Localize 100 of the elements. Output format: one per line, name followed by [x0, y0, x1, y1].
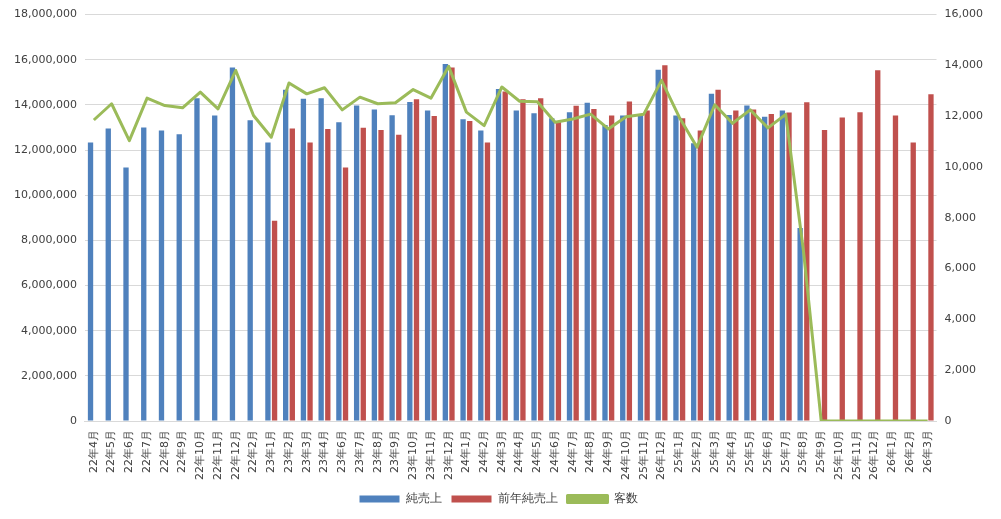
y-tick-label: 10,000,000: [14, 188, 77, 202]
bar: [637, 113, 644, 421]
bar: [307, 142, 313, 421]
bar: [289, 128, 295, 421]
x-tick-label: 22年6月: [122, 430, 136, 474]
bar: [573, 105, 579, 421]
x-tick-label: 22年5月: [104, 430, 118, 474]
bar: [726, 115, 732, 421]
x-tick-label: 23年12月: [441, 430, 455, 481]
y2-tick-label: 4,000: [944, 312, 977, 326]
x-tick-label: 26年2月: [902, 430, 916, 474]
y-tick-label: 14,000,000: [14, 97, 77, 111]
x-tick-label: 26年12月: [654, 430, 668, 481]
bar: [708, 93, 715, 421]
bar: [87, 142, 94, 421]
bar: [538, 98, 544, 421]
x-tick-label: 25年7月: [778, 430, 792, 474]
bar: [325, 129, 331, 421]
y2-tick-label: 2,000: [944, 363, 977, 377]
x-tick-label: 23年9月: [388, 430, 402, 474]
x-tick-label: 23年11月: [423, 430, 437, 481]
bar: [502, 91, 508, 421]
bar: [679, 118, 686, 421]
bar: [442, 64, 448, 421]
x-tick-label: 24年10月: [618, 430, 632, 481]
y-tick-label: 12,000,000: [14, 142, 77, 156]
x-tick-label: 26年1月: [885, 430, 899, 474]
x-tick-label: 25年11月: [849, 430, 863, 481]
y-tick-label: 16,000,000: [14, 52, 77, 66]
bar: [673, 115, 679, 421]
x-tick-label: 25年1月: [672, 430, 686, 474]
x-tick-label: 24年3月: [494, 430, 508, 474]
bar: [105, 128, 111, 421]
bar: [662, 65, 668, 421]
bar: [318, 98, 324, 421]
y2-tick-label: 14,000: [944, 58, 984, 72]
x-tick-label: 26年3月: [920, 430, 934, 474]
bar: [300, 98, 307, 421]
bar: [158, 130, 165, 421]
x-tick-label: 22年11月: [210, 430, 224, 481]
bar: [431, 115, 437, 421]
bar: [478, 130, 484, 421]
x-tick-label: 22年7月: [139, 430, 153, 474]
bar: [360, 127, 366, 421]
bar: [484, 142, 491, 421]
y2-tick-label: 16,000: [944, 7, 984, 21]
bar: [928, 94, 934, 421]
bar: [839, 117, 845, 421]
x-tick-label: 24年1月: [459, 430, 473, 474]
y2-tick-label: 0: [944, 413, 952, 427]
bar: [194, 98, 200, 421]
y-tick-label: 2,000,000: [21, 368, 77, 382]
bar: [761, 116, 768, 421]
y-tick-label: 18,000,000: [14, 7, 77, 21]
x-tick-label: 23年10月: [406, 430, 420, 481]
y2-tick-label: 10,000: [944, 159, 984, 173]
legend-label: 前年純売上: [497, 491, 558, 506]
bar: [467, 120, 473, 421]
x-tick-label: 23年6月: [335, 430, 349, 474]
bar: [910, 142, 916, 421]
bar: [715, 89, 721, 421]
bar: [549, 118, 555, 421]
bar: [602, 125, 608, 421]
x-tick-label: 22年8月: [157, 430, 171, 474]
x-tick-label: 25年11月: [636, 430, 650, 481]
x-tick-label: 25年4月: [725, 430, 739, 474]
x-tick-label: 25年2月: [689, 430, 703, 474]
bar: [608, 115, 615, 421]
x-tick-label: 23年4月: [317, 430, 331, 474]
bar: [176, 134, 182, 421]
bar: [892, 115, 899, 421]
bar: [821, 129, 828, 421]
bar: [371, 109, 378, 421]
bar: [413, 99, 420, 421]
x-tick-label: 24年2月: [477, 430, 490, 474]
bar: [620, 115, 626, 421]
bar: [247, 120, 253, 421]
bar: [336, 122, 342, 421]
y-tick-label: 0: [69, 413, 77, 427]
bar: [265, 142, 271, 421]
x-tick-label: 24年6月: [547, 430, 561, 474]
x-tick-label: 25年5月: [743, 430, 757, 474]
x-tick-label: 24年8月: [583, 430, 597, 474]
bar: [750, 109, 757, 421]
bar: [123, 167, 129, 421]
bar: [378, 129, 384, 421]
x-tick-label: 25年6月: [760, 430, 774, 474]
bar: [283, 89, 289, 421]
bar: [141, 127, 147, 421]
bar: [797, 227, 803, 421]
x-tick-label: 22年2月: [246, 430, 260, 474]
x-tick-label: 22年10月: [193, 430, 207, 481]
bar: [513, 110, 519, 421]
bar: [733, 110, 739, 421]
x-tick-label: 25年3月: [707, 430, 721, 474]
bar: [424, 110, 431, 421]
bar: [396, 134, 402, 421]
x-tick-label: 23年1月: [264, 430, 278, 474]
x-tick-label: 22年12月: [228, 430, 242, 481]
bar: [744, 105, 750, 421]
